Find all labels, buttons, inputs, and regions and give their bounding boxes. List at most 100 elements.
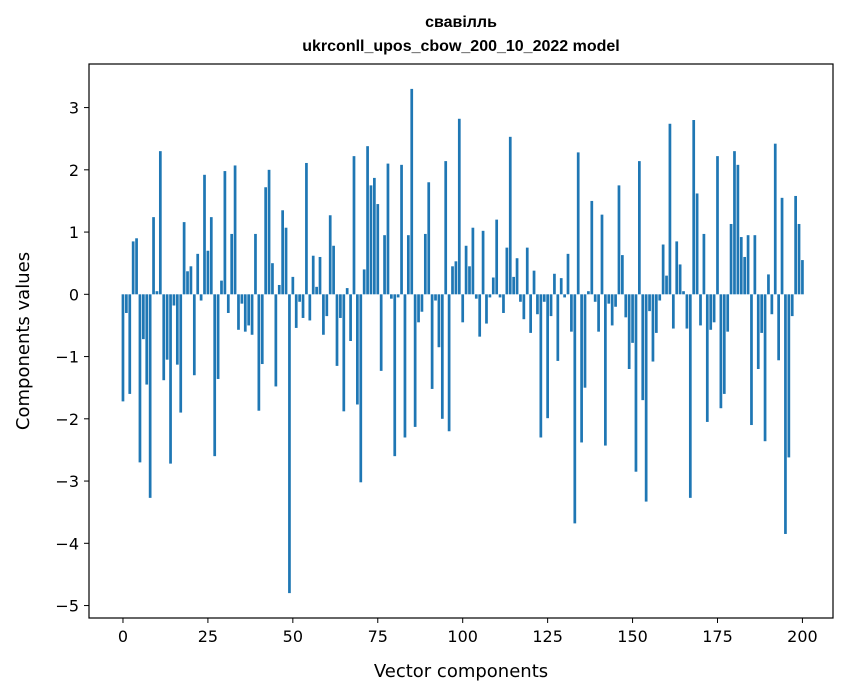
x-tick-label: 75 bbox=[368, 627, 388, 646]
y-tick-label: −5 bbox=[55, 597, 79, 616]
bar bbox=[746, 235, 750, 295]
bar bbox=[335, 294, 339, 366]
bar bbox=[196, 253, 200, 295]
bar bbox=[461, 294, 465, 323]
bar bbox=[512, 276, 516, 295]
bar bbox=[556, 294, 560, 361]
bar bbox=[719, 294, 723, 409]
bar bbox=[661, 244, 665, 295]
bar bbox=[430, 294, 434, 389]
bar bbox=[525, 247, 529, 295]
chart-title-line2: ukrconll_upos_cbow_200_10_2022 model bbox=[302, 38, 619, 55]
bar bbox=[165, 294, 169, 360]
bar bbox=[322, 294, 325, 335]
bar bbox=[566, 253, 570, 295]
bar bbox=[420, 294, 424, 312]
bar bbox=[216, 294, 220, 379]
bar bbox=[576, 152, 580, 295]
bar bbox=[508, 136, 512, 295]
bar bbox=[175, 294, 179, 365]
bar bbox=[553, 273, 556, 295]
bar bbox=[631, 294, 634, 343]
bar bbox=[529, 294, 532, 333]
bar bbox=[702, 233, 706, 295]
x-tick-label: 125 bbox=[532, 627, 563, 646]
bar bbox=[379, 294, 383, 371]
bar bbox=[182, 222, 186, 295]
bar bbox=[230, 233, 234, 295]
bar bbox=[342, 294, 346, 412]
bar bbox=[515, 258, 519, 295]
x-tick-label: 50 bbox=[283, 627, 303, 646]
bar bbox=[451, 266, 454, 295]
bar bbox=[797, 223, 801, 295]
x-tick-label: 200 bbox=[787, 627, 818, 646]
bar bbox=[359, 294, 363, 483]
bar bbox=[294, 294, 298, 328]
x-tick-label: 100 bbox=[447, 627, 478, 646]
bar bbox=[641, 294, 645, 401]
bar bbox=[158, 151, 162, 295]
bar bbox=[410, 88, 414, 295]
bar bbox=[383, 235, 386, 295]
bar bbox=[199, 294, 203, 301]
bar bbox=[559, 278, 563, 295]
bar bbox=[485, 294, 488, 324]
bar bbox=[787, 294, 791, 458]
bar bbox=[801, 260, 804, 295]
bar bbox=[688, 294, 692, 498]
bar bbox=[138, 294, 142, 463]
bar bbox=[709, 294, 713, 330]
bar bbox=[583, 294, 587, 388]
bar bbox=[423, 233, 427, 295]
bar bbox=[291, 276, 295, 295]
bar bbox=[169, 294, 172, 464]
bar bbox=[352, 156, 356, 295]
bar bbox=[274, 294, 278, 387]
bar bbox=[729, 223, 733, 295]
bar bbox=[121, 294, 125, 402]
bar bbox=[638, 161, 641, 295]
bar bbox=[600, 214, 604, 295]
x-axis-ticks: 0 25 50 75 100 125 150 175 200 bbox=[118, 618, 818, 646]
y-tick-label: 0 bbox=[69, 285, 79, 304]
bar bbox=[298, 294, 301, 302]
bar bbox=[542, 294, 546, 302]
y-tick-label: −4 bbox=[55, 534, 79, 553]
bar bbox=[213, 294, 217, 457]
x-tick-label: 25 bbox=[198, 627, 218, 646]
y-axis-ticks: 3 2 1 0 −1 −2 −3 −4 −5 bbox=[55, 99, 89, 616]
bar bbox=[763, 294, 767, 442]
bar bbox=[240, 294, 244, 304]
bar bbox=[128, 294, 132, 394]
bar bbox=[220, 280, 223, 295]
bar bbox=[471, 227, 475, 295]
bar bbox=[532, 270, 536, 295]
bar bbox=[288, 294, 291, 594]
bar bbox=[257, 294, 261, 411]
bar bbox=[417, 294, 420, 323]
bar bbox=[254, 233, 257, 295]
bar bbox=[654, 294, 658, 333]
bar bbox=[536, 294, 539, 315]
bar bbox=[624, 294, 628, 318]
bar bbox=[495, 219, 499, 295]
bar bbox=[627, 294, 631, 370]
bar bbox=[233, 165, 237, 295]
bar bbox=[142, 294, 145, 340]
bar bbox=[753, 235, 757, 295]
bar bbox=[756, 294, 760, 370]
bar bbox=[716, 156, 719, 295]
bar bbox=[546, 294, 549, 419]
bar bbox=[447, 294, 451, 432]
bar bbox=[339, 294, 342, 318]
x-tick-label: 175 bbox=[702, 627, 733, 646]
bar bbox=[665, 275, 668, 295]
bar bbox=[522, 294, 526, 320]
bar bbox=[260, 294, 264, 365]
bar bbox=[135, 238, 138, 295]
bar bbox=[610, 294, 614, 326]
bar bbox=[393, 294, 397, 457]
y-tick-label: −2 bbox=[55, 410, 79, 429]
